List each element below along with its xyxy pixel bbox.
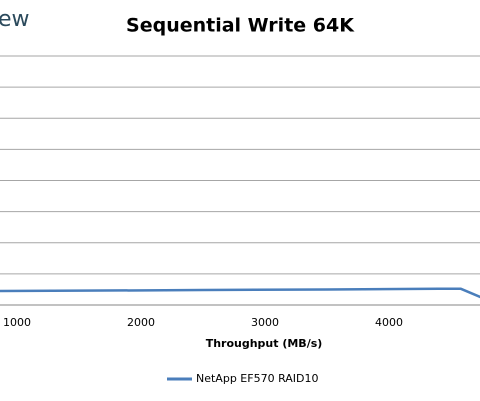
legend-label: NetApp EF570 RAID10 (196, 372, 319, 385)
x-axis-label: Throughput (MB/s) (206, 337, 323, 350)
x-tick-label: 2000 (127, 316, 155, 329)
x-tick-label: 3000 (251, 316, 279, 329)
series-line (0, 287, 480, 299)
x-tick-label: 4000 (375, 316, 403, 329)
logo-text: ew (0, 7, 30, 32)
chart-title: Sequential Write 64K (126, 15, 355, 37)
x-tick-label: 1000 (3, 316, 31, 329)
